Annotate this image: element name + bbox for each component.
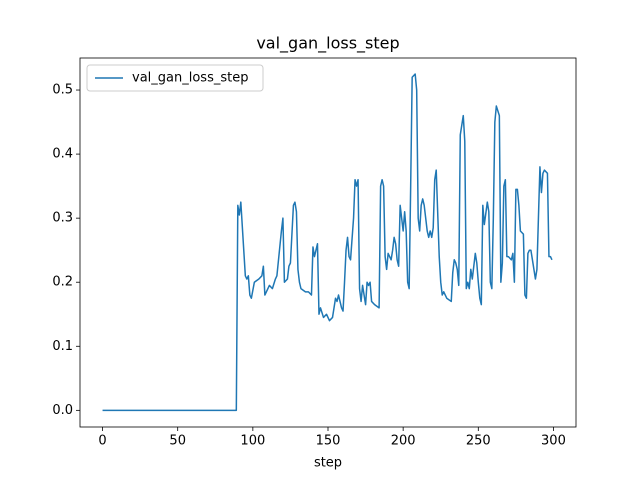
plot-frame bbox=[79, 57, 577, 428]
y-tick-label: 0.5 bbox=[52, 83, 73, 98]
x-tick-label: 50 bbox=[169, 434, 186, 449]
y-tick-label: 0.3 bbox=[52, 211, 73, 226]
x-axis-label: step bbox=[314, 456, 342, 471]
x-tick-label: 100 bbox=[240, 434, 265, 449]
y-tick-label: 0.2 bbox=[52, 275, 73, 290]
y-tick-label: 0.0 bbox=[52, 403, 73, 418]
y-tick-label: 0.4 bbox=[52, 147, 73, 162]
x-tick-label: 150 bbox=[316, 434, 341, 449]
legend-label: val_gan_loss_step bbox=[132, 71, 248, 86]
chart-title: val_gan_loss_step bbox=[256, 34, 399, 54]
x-tick-label: 200 bbox=[391, 434, 416, 449]
x-tick-label: 300 bbox=[541, 434, 566, 449]
y-tick-label: 0.1 bbox=[52, 339, 73, 354]
data-line bbox=[102, 73, 553, 412]
legend-box bbox=[86, 64, 264, 92]
x-tick-label: 250 bbox=[466, 434, 491, 449]
x-tick-label: 0 bbox=[98, 434, 106, 449]
